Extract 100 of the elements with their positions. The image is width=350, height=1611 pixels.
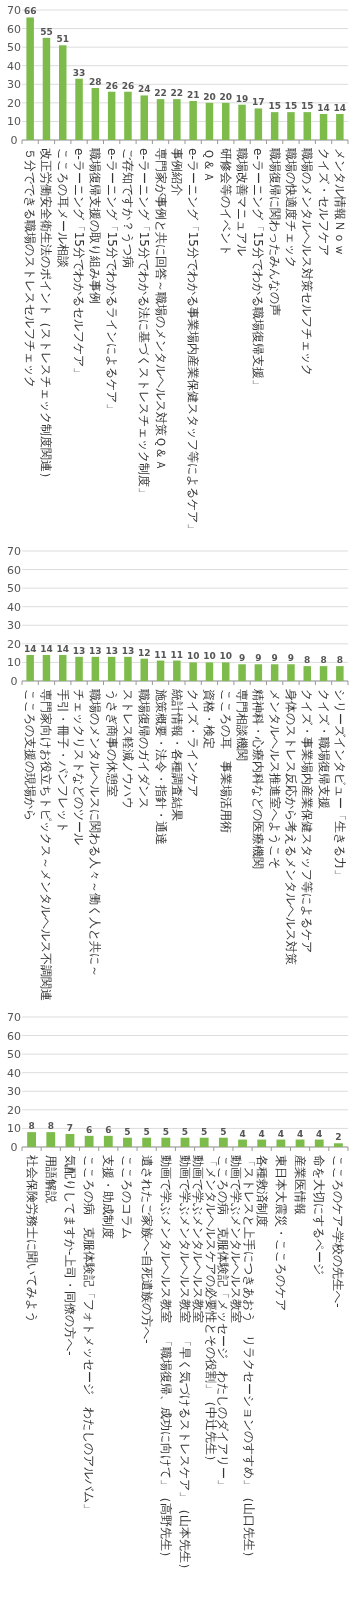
data-label: 14 [40,643,53,654]
x-tick-label: 職場のメンタルヘルスに関わる人々～働く人と共に～ [88,688,103,977]
y-tick-label: 50 [7,1048,21,1062]
data-label: 15 [268,101,281,112]
data-label: 33 [72,67,86,78]
x-tick-label: チェックリストなどのツール [72,688,87,845]
data-label: 11 [154,649,167,660]
data-label: 5 [220,1126,227,1137]
y-tick-label: 40 [7,59,21,73]
x-tick-label: 動画で学ぶメンタルヘルス教室「メンタルヘルスケアの必要性とその役割」（中辻先生） [190,1154,218,1467]
data-label: 5 [181,1126,189,1137]
x-tick-label: クイズ・ラインケア [186,688,201,797]
x-tick-label: 命を大切にするページ [312,1154,327,1275]
data-label: 14 [23,643,37,654]
y-tick-label: 60 [7,563,21,577]
data-label: 10 [219,651,233,662]
data-label: 14 [317,103,330,113]
y-tick-label: 30 [7,619,21,633]
x-tick-label: 精神科・心療内科などの医療機関 [251,688,266,869]
data-label: 13 [121,645,135,656]
x-tick-label: クイズ・セルフケア [316,148,331,256]
data-label: 19 [235,93,249,104]
data-label: 4 [316,1128,323,1139]
x-tick-label: 用語解説 [43,1154,58,1203]
data-label: 15 [300,101,314,112]
y-tick-label: 50 [7,41,21,55]
data-label: 4 [239,1128,246,1139]
data-label: 20 [203,91,216,102]
data-label: 9 [287,653,295,664]
data-label: 5 [201,1126,208,1137]
y-tick-label: 70 [7,4,21,17]
data-label: 11 [170,649,184,660]
x-tick-label: 動画で学ぶメンタルヘルス教室「ストレスと上手につきあおう リラクセーションのすすめ」（山口先生） [229,1154,257,1563]
x-tick-label: Ｑ＆Ａ [202,148,217,183]
data-label: 12 [137,647,151,658]
data-label: 22 [170,88,184,99]
data-label: 5 [124,1126,131,1137]
data-label: 4 [277,1128,285,1139]
data-label: 9 [238,653,246,664]
x-tick-label: 研修会等のイベント [218,148,233,256]
data-label: 13 [105,645,118,656]
data-label: 4 [296,1128,304,1139]
x-tick-label: 職場復帰支援の取り組み事例 [88,148,103,304]
x-tick-label: こころの病 克服体験記「メッセージ わたしのダイアリー」 [216,1154,231,1491]
data-label: 9 [255,653,262,664]
x-tick-label: ５分でできる職場のストレスセルフチェック [23,148,38,388]
y-tick-label: 40 [7,600,21,614]
x-tick-label: e-ラーニング「15分でわかるラインによるケア」 [104,148,119,415]
y-tick-label: 20 [7,1103,21,1117]
data-label: 21 [186,90,200,100]
x-tick-label: e-ラーニング「15分でわかるセルフケア」 [72,148,87,379]
data-label: 4 [258,1128,265,1139]
data-label: 26 [121,80,135,91]
y-tick-label: 0 [10,134,18,147]
x-tick-label: 職場改善マニュアル [235,148,250,256]
data-label: 26 [105,80,118,91]
data-label: 28 [89,77,102,87]
y-tick-label: 0 [10,1140,18,1154]
y-tick-label: 60 [7,22,21,36]
y-tick-label: 20 [7,96,21,110]
x-tick-label: 気配りしてますか-上司・同僚の方へ- [62,1154,77,1356]
x-tick-label: こころの耳 事業場活用術 [218,688,233,833]
y-tick-label: 30 [7,78,21,92]
data-label: 13 [72,645,86,656]
data-label: 6 [105,1124,112,1135]
x-tick-label: メンタル情報Ｎｏｗ [332,148,347,256]
y-tick-label: 0 [10,674,18,688]
y-tick-label: 70 [7,544,21,558]
y-tick-label: 10 [7,1122,21,1136]
y-tick-label: 70 [7,1010,21,1024]
x-tick-label: メンタルヘルス推進室へようこそ [267,688,282,869]
data-label: 55 [40,26,53,37]
x-tick-label: 遺されたご家族へ-自死遺族の方へ- [139,1154,154,1344]
x-tick-label: クイズ・事業場内産業保健スタッフ等によるケア [300,688,315,953]
data-label: 24 [137,84,151,95]
data-label: 8 [47,1121,54,1132]
data-label: 8 [320,655,327,666]
x-tick-label: 改正労働安全衛生法のポイント（ストレスチェック制度関連） [39,148,54,484]
y-tick-label: 40 [7,1066,21,1080]
x-tick-label: クイズ・職場復帰支援 [316,688,331,809]
x-tick-label: 事例紹介 [169,148,184,196]
x-tick-label: 資格・検定 [202,688,217,749]
y-tick-label: 30 [7,1085,21,1099]
x-tick-label: こころの病 克服体験記「フォトメッセージ わたしのアルバム」 [82,1154,97,1515]
data-label: 66 [23,6,37,17]
x-tick-label: e-ラーニング「15分でわかる職場復帰支援」 [251,148,266,391]
x-tick-label: 職場復帰のガイダンス [137,688,152,809]
x-tick-label: シリーズインタビュー「生きる力」 [332,688,347,881]
data-label: 8 [336,655,343,666]
data-label: 22 [154,88,167,99]
y-tick-label: 50 [7,582,21,596]
data-label: 14 [56,643,70,654]
x-tick-label: 動画で学ぶメンタルヘルス教室 「早く気づけるストレスケア」（山本先生） [178,1154,192,1575]
data-label: 10 [186,651,200,662]
data-label: 10 [203,651,216,662]
x-tick-label: 専門家向けお役立ちトピックス～メンタルヘルス不調関連 [39,688,54,1001]
data-label: 5 [143,1126,150,1137]
x-tick-label: うさぎ商事の休憩室 [104,688,119,797]
x-tick-label: こころのコラム [120,1154,135,1239]
x-tick-label: 専門相談機関 [235,688,250,761]
